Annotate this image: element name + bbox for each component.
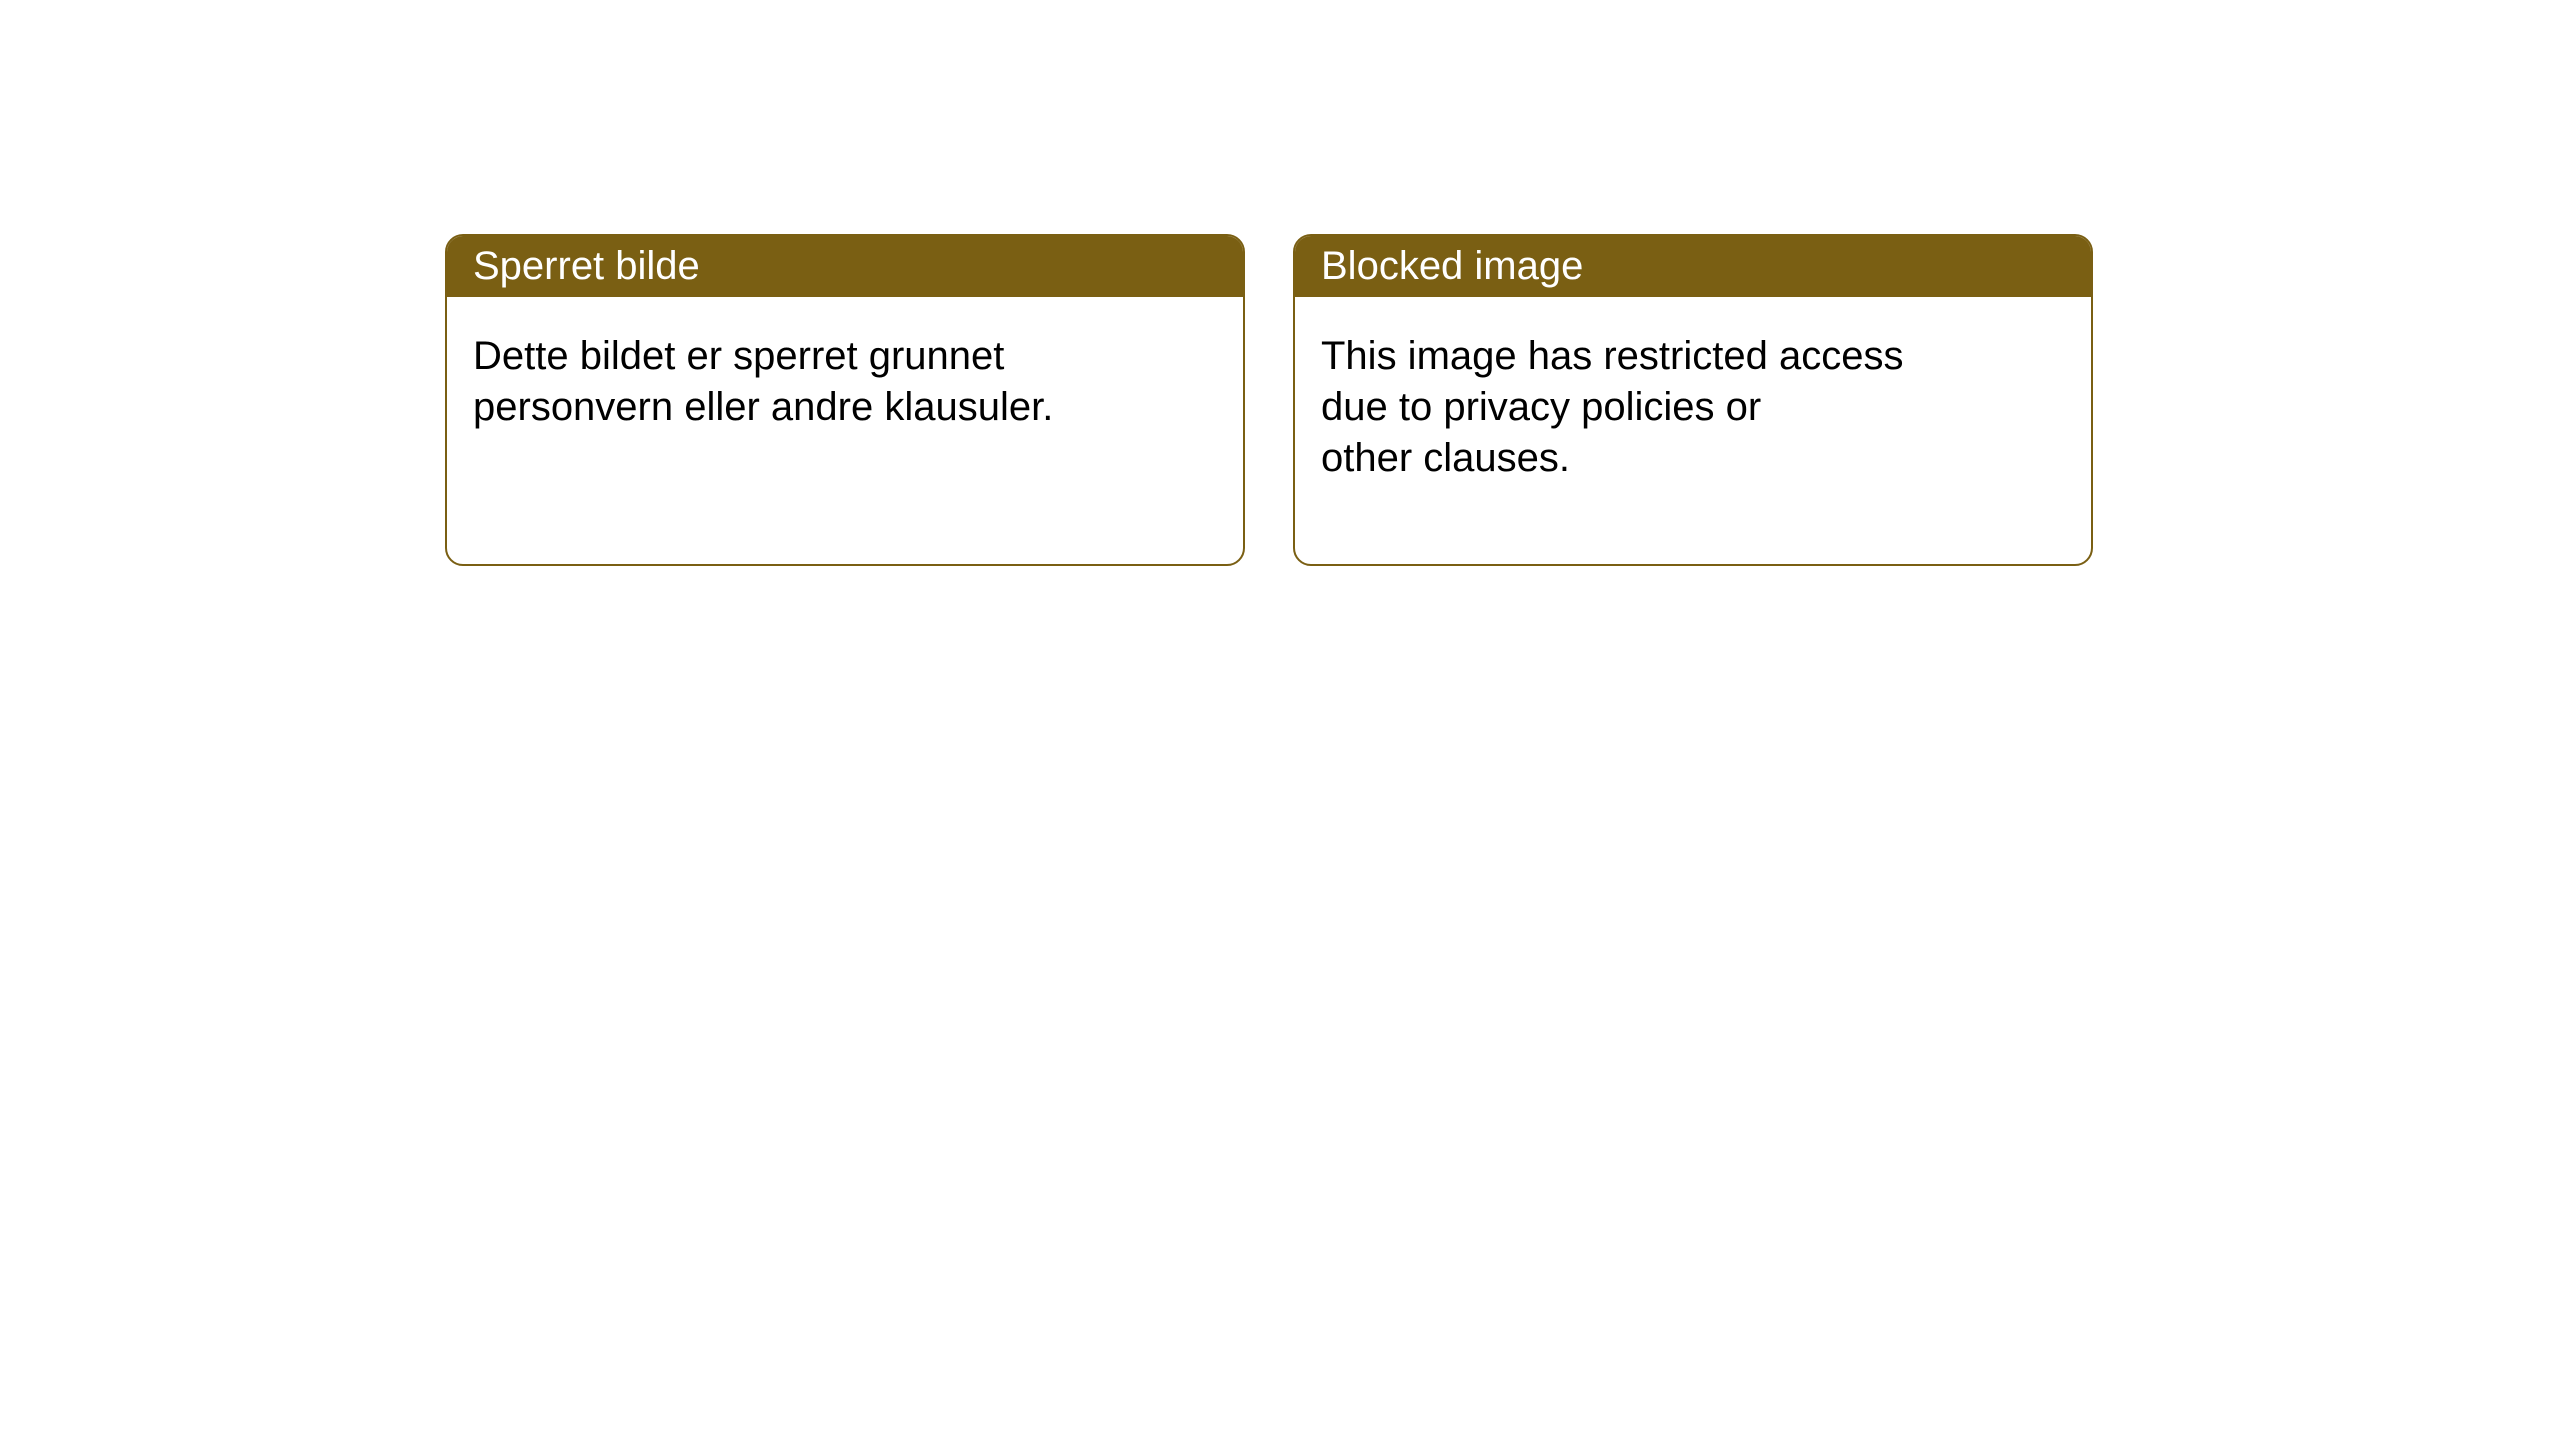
- notice-card-norwegian: Sperret bilde Dette bildet er sperret gr…: [445, 234, 1245, 566]
- notice-title-norwegian: Sperret bilde: [447, 236, 1243, 297]
- notice-body-english: This image has restricted access due to …: [1295, 297, 2091, 519]
- notice-container: Sperret bilde Dette bildet er sperret gr…: [0, 0, 2560, 566]
- notice-card-english: Blocked image This image has restricted …: [1293, 234, 2093, 566]
- notice-body-norwegian: Dette bildet er sperret grunnet personve…: [447, 297, 1243, 467]
- notice-title-english: Blocked image: [1295, 236, 2091, 297]
